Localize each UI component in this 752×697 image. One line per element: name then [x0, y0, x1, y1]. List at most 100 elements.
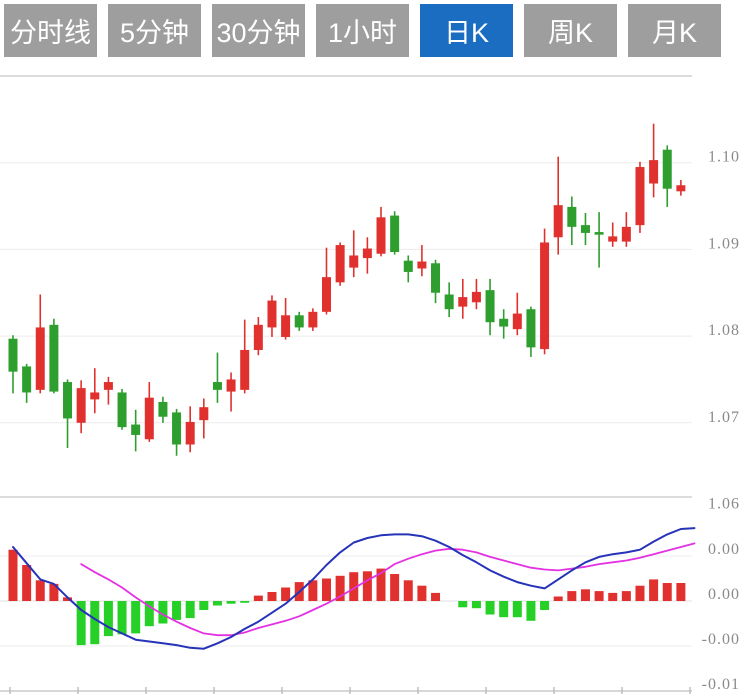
candle-body — [390, 215, 400, 253]
macd-bar — [158, 601, 168, 624]
macd-bar — [267, 592, 277, 601]
macd-bar — [662, 583, 672, 601]
macd-bar — [608, 592, 618, 601]
period-tabbar: 分时线 5分钟 30分钟 1小时 日K 周K 月K — [0, 4, 752, 57]
candle-body — [199, 407, 209, 421]
candle-body — [676, 185, 686, 192]
macd-bar — [676, 583, 686, 601]
candle-body — [281, 315, 291, 337]
candle-body — [8, 338, 18, 372]
macd-bar — [431, 592, 441, 601]
macd-bar — [281, 587, 291, 601]
candle-body — [63, 382, 73, 419]
macd-bar — [90, 601, 100, 645]
macd-bar — [485, 601, 495, 615]
price-axis-label: 1.07 — [708, 409, 740, 426]
candle-body — [553, 205, 563, 238]
candle-body — [253, 324, 263, 350]
candle-body — [594, 232, 604, 235]
macd-bar — [335, 575, 345, 601]
macd-bar — [417, 585, 427, 601]
candle-body — [540, 242, 550, 350]
axis-labels: 1.10 1.09 1.08 1.07 1.06 0.00 0.00 -0.00 -0.01 — [702, 149, 740, 693]
macd-bar — [226, 601, 236, 604]
macd-bar — [376, 568, 386, 601]
macd-bar — [35, 580, 45, 601]
tab-1hour[interactable]: 1小时 — [316, 4, 409, 57]
candle-body — [580, 225, 590, 233]
price-axis-label: 1.10 — [708, 149, 740, 166]
macd-bar — [458, 601, 468, 608]
candle-body — [226, 379, 236, 392]
macd-bar — [471, 601, 481, 609]
candle-body — [158, 401, 168, 417]
macd-bar — [308, 580, 318, 601]
macd-bar — [144, 601, 154, 627]
tab-daily-k[interactable]: 日K — [420, 4, 513, 57]
macd-bar — [390, 574, 400, 601]
macd-bar — [22, 565, 32, 601]
tab-monthly-k[interactable]: 月K — [628, 4, 721, 57]
candle-body — [212, 382, 222, 390]
candle-body — [376, 217, 386, 254]
macd-histogram-group — [8, 549, 686, 646]
candle-body — [362, 248, 372, 259]
candles-group — [8, 123, 686, 456]
candle-body — [621, 226, 631, 242]
macd-axis-label: 0.00 — [708, 586, 740, 603]
candle-body — [335, 245, 345, 283]
dea-line — [80, 542, 696, 637]
candle-body — [349, 255, 359, 268]
price-axis-label: 1.08 — [708, 322, 740, 339]
candle-body — [471, 291, 481, 303]
candle-body — [526, 309, 536, 348]
candle-body — [267, 300, 277, 328]
macd-bar — [172, 601, 182, 620]
candle-body — [172, 412, 182, 445]
macd-axis-label: -0.00 — [702, 631, 740, 648]
macd-axis-label: 0.00 — [708, 541, 740, 558]
macd-bar — [49, 583, 59, 601]
candle-body — [662, 149, 672, 189]
candle-body — [35, 327, 45, 390]
macd-bar — [349, 572, 359, 601]
tab-5min[interactable]: 5分钟 — [108, 4, 201, 57]
macd-bar — [103, 601, 113, 637]
macd-bar — [567, 591, 577, 601]
candle-body — [240, 349, 250, 390]
macd-bar — [621, 591, 631, 601]
price-axis-label: 1.06 — [708, 496, 740, 513]
candle-body — [49, 324, 59, 392]
tab-weekly-k[interactable]: 周K — [524, 4, 617, 57]
macd-bar — [635, 585, 645, 601]
candle-body — [458, 297, 468, 307]
macd-bar — [185, 601, 195, 619]
gridlines — [0, 75, 692, 647]
macd-bar — [580, 589, 590, 601]
macd-bar — [512, 601, 522, 618]
candle-body — [403, 260, 413, 272]
candle-body — [649, 160, 659, 184]
candle-body — [185, 421, 195, 445]
macd-bar — [63, 597, 73, 601]
macd-bar — [199, 601, 209, 610]
candle-body — [144, 397, 154, 440]
candle-body — [499, 318, 509, 327]
macd-bar — [403, 580, 413, 601]
macd-bar — [117, 601, 127, 635]
macd-bar — [212, 601, 222, 606]
macd-bar — [540, 601, 550, 610]
macd-bar — [321, 578, 331, 601]
macd-bar — [553, 596, 563, 601]
candle-body — [431, 263, 441, 293]
candle-body — [321, 277, 331, 312]
macd-bar — [76, 601, 86, 646]
candle-body — [131, 424, 141, 435]
candle-body — [117, 392, 127, 428]
tab-time-line[interactable]: 分时线 — [4, 4, 97, 57]
tab-30min[interactable]: 30分钟 — [212, 4, 305, 57]
candle-body — [308, 311, 318, 328]
price-axis-label: 1.09 — [708, 235, 740, 252]
macd-bar — [8, 549, 18, 601]
